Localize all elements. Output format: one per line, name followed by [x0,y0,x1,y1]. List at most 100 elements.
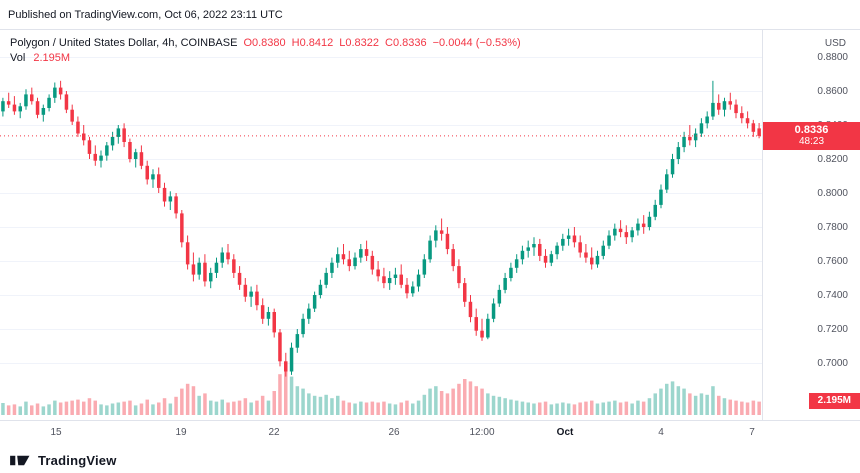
volume-bar [139,403,144,415]
candle-body [347,259,351,267]
candle-body [243,284,248,297]
price-tick-label: 0.7200 [817,324,848,335]
candle-body [359,249,363,258]
volume-bar [266,400,271,415]
volume-bar [382,401,386,415]
volume-bar [35,403,40,415]
volume-bar [284,367,288,415]
candle-body [722,101,727,110]
volume-bar [232,401,236,415]
candle-body [549,254,554,263]
volume-bar [168,403,173,415]
candle-body [659,189,663,205]
time-axis-label: 26 [388,427,400,438]
candle-body [382,276,386,284]
volume-bar [659,388,663,415]
candle-body [757,128,761,136]
candle-body [393,274,398,278]
chart-plot-area[interactable]: Polygon / United States Dollar, 4h, COIN… [0,30,762,420]
candle-body [1,101,5,112]
candle-body [636,223,640,231]
candle-body [688,136,692,141]
candle-body [209,272,213,282]
volume-bar [451,388,455,415]
volume-bar [312,395,317,415]
volume-bar [618,402,623,415]
candle-body [151,174,155,180]
volume-bar [486,393,490,415]
volume-bar [607,401,611,415]
candle-body [278,332,282,362]
volume-bar [722,398,727,415]
candle-body [428,240,432,260]
volume-bar [503,398,507,415]
volume-bar [416,400,421,415]
volume-bar [566,403,571,415]
candle-body [6,101,11,105]
volume-bar [214,401,219,415]
volume-bar [532,403,536,415]
volume-bar [12,404,17,415]
volume-bar [122,401,126,415]
price-axis[interactable]: USD 0.88000.86000.84000.82000.80000.7800… [762,30,860,420]
candle-body [584,252,588,258]
candles [1,80,761,377]
candle-body [705,116,709,124]
volume-bar [665,383,669,415]
tradingview-logo-icon[interactable] [10,452,31,469]
volume-bar [64,401,69,415]
volume-bar [278,374,282,415]
symbol-title[interactable]: Polygon / United States Dollar, 4h, COIN… [10,37,238,49]
volume-bar [693,395,698,415]
candle-body [266,312,271,319]
candle-body [220,252,224,263]
candle-body [491,303,496,319]
candle-body [647,216,652,227]
candlestick-chart[interactable] [0,30,762,420]
candle-body [301,318,305,335]
volume-badge: 2.195M [808,393,860,409]
ohlc-open: O0.8380 [243,37,286,49]
volume-bar [728,399,732,415]
volume-bar [255,400,259,415]
candle-body [566,235,571,239]
volume-bar [549,404,554,415]
volume-bar [445,393,450,415]
candle-body [307,308,311,319]
candle-body [116,128,121,137]
candle-body [330,262,334,273]
candle-body [41,108,46,115]
candle-body [24,94,28,107]
candle-body [514,259,519,268]
candle-body [451,249,455,267]
candle-body [676,147,681,159]
candle-body [699,123,704,134]
price-tick-label: 0.7800 [817,222,848,233]
volume-bar [353,403,357,415]
tradingview-brand[interactable]: TradingView [38,453,117,468]
volume-bar [209,400,213,415]
volume-bar [734,400,738,415]
volume-bars [1,367,761,415]
volume-bar [237,400,242,415]
volume-bar [751,400,756,415]
volume-bar [711,386,715,415]
volume-bar [463,379,467,415]
volume-bar [578,402,582,415]
volume-bar [405,400,409,415]
candle-body [503,278,507,290]
time-axis[interactable]: 15 19 22 26 12:00 Oct 4 7 [0,420,860,449]
volume-bar [376,402,380,415]
candle-body [226,252,230,260]
candle-body [624,232,629,238]
volume-bar [301,388,305,415]
volume-bar [289,376,294,415]
candle-body [312,295,317,309]
candle-body [422,259,427,275]
volume-bar [307,393,311,415]
candle-body [693,133,698,141]
candle-body [255,291,259,306]
ohlc-high: H0.8412 [291,37,334,49]
time-axis-label: 12:00 [469,427,495,438]
legend-row-volume: Vol 2.195M [10,51,521,66]
